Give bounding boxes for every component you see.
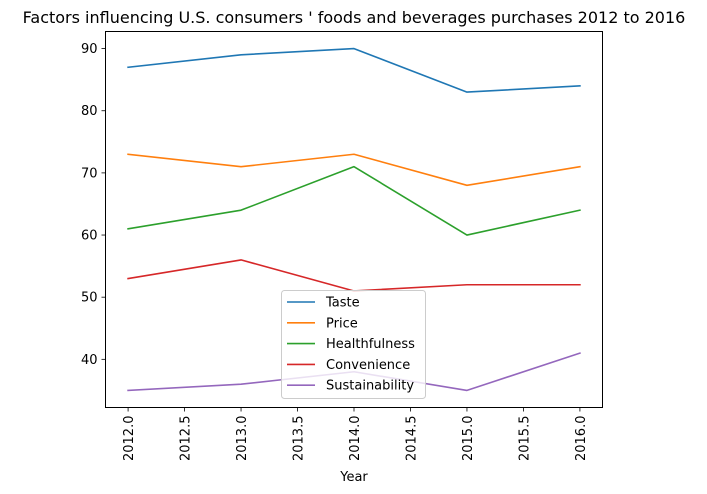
series-line-convenience <box>127 259 581 292</box>
legend-label: Taste <box>325 296 360 311</box>
x-tick-label: 2012.5 <box>179 416 194 462</box>
y-tick-label: 60 <box>81 229 98 244</box>
y-tick-label: 80 <box>81 104 98 119</box>
y-tick-label: 40 <box>81 353 98 368</box>
series-line-price <box>127 153 581 187</box>
y-axis: 40 50 60 70 80 90 <box>81 42 106 368</box>
legend-label: Sustainability <box>326 379 414 394</box>
y-tick-label: 90 <box>81 42 98 57</box>
x-tick-label: 2016.0 <box>574 416 589 462</box>
y-tick-label: 70 <box>81 166 98 181</box>
series-line-healthfulness <box>127 165 581 236</box>
x-axis: 2012.0 2012.5 2013.0 2013.5 2014.0 2014.5 2015… <box>122 407 589 462</box>
legend-label: Price <box>326 316 358 331</box>
x-tick-label: 2013.5 <box>292 416 307 462</box>
x-tick-label: 2012.0 <box>122 416 137 462</box>
x-tick-label: 2013.0 <box>235 416 250 462</box>
legend-label: Healthfulness <box>326 337 415 352</box>
x-tick-label: 2014.0 <box>348 416 363 462</box>
legend-box <box>281 290 426 399</box>
legend-label: Convenience <box>326 358 410 373</box>
y-tick-label: 50 <box>81 291 98 306</box>
chart-title: Factors influencing U.S. consumers ' foo… <box>23 8 686 27</box>
legend: Taste Price Healthfulness Convenience Sustai… <box>281 290 426 399</box>
x-axis-label: Year <box>339 470 368 485</box>
x-tick-label: 2015.5 <box>517 416 532 462</box>
series-line-taste <box>127 47 581 93</box>
x-tick-label: 2015.0 <box>461 416 476 462</box>
x-tick-label: 2014.5 <box>404 416 419 462</box>
